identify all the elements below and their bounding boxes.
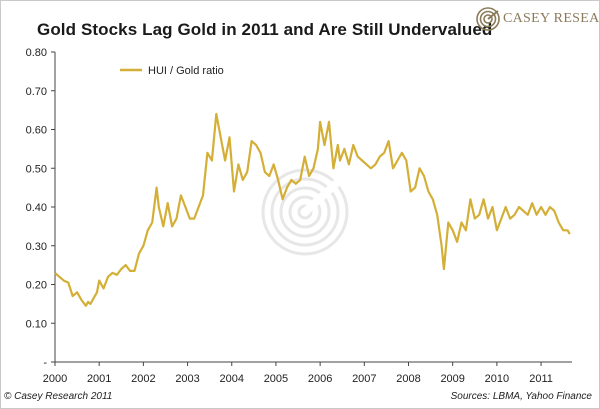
x-tick-label: 2007 — [352, 373, 376, 385]
y-tick-label: 0.80 — [26, 47, 47, 59]
spiral-logo-icon — [476, 7, 500, 31]
y-tick-label: 0.60 — [26, 125, 47, 137]
y-tick-label: 0.20 — [26, 280, 47, 292]
x-tick-label: 2000 — [43, 373, 67, 385]
x-tick-label: 2010 — [485, 373, 509, 385]
series-line — [54, 112, 571, 307]
watermark-spiral-icon — [261, 168, 349, 256]
y-tick-label: 0.10 — [26, 318, 47, 330]
x-tick-label: 2006 — [308, 373, 332, 385]
x-tick-label: 2009 — [440, 373, 464, 385]
x-tick-label: 2005 — [264, 373, 288, 385]
copyright-text: © Casey Research 2011 — [4, 391, 113, 402]
y-tick-label: 0.40 — [26, 202, 47, 214]
series-layer — [54, 112, 571, 307]
x-tick-label: 2003 — [175, 373, 199, 385]
legend: HUI / Gold ratio — [120, 65, 224, 77]
chart-title: Gold Stocks Lag Gold in 2011 and Are Sti… — [37, 20, 493, 39]
y-tick-label: 0.50 — [26, 163, 47, 175]
logo-text: CASEY RESEARCH — [503, 11, 600, 26]
x-tick-label: 2011 — [529, 373, 553, 385]
y-tick-label: 0.70 — [26, 86, 47, 98]
legend-label: HUI / Gold ratio — [148, 65, 224, 77]
y-tick-label: - — [43, 357, 47, 369]
x-tick-label: 2008 — [396, 373, 420, 385]
y-tick-label: 0.30 — [26, 241, 47, 253]
sources-text: Sources: LBMA, Yahoo Finance — [450, 391, 592, 402]
ticks: - 0.10 0.20 0.30 0.40 0.50 0.60 0.70 0.80 2000 200… — [26, 47, 553, 385]
x-tick-label: 2001 — [87, 373, 111, 385]
company-logo: CASEY RESEARCH — [475, 6, 600, 32]
x-tick-label: 2004 — [220, 373, 244, 385]
x-tick-label: 2002 — [131, 373, 155, 385]
